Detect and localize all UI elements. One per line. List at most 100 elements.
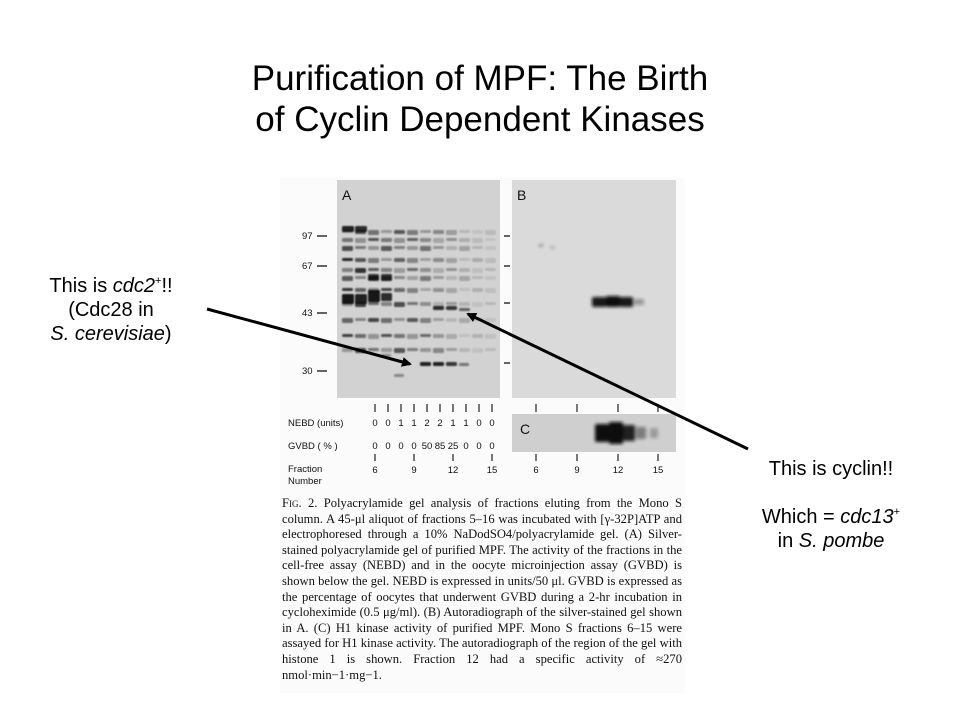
- nebd-value: 0: [385, 418, 390, 429]
- gel-band: [355, 288, 366, 292]
- fraction-tick-b: 6: [533, 465, 538, 476]
- gel-band: [381, 318, 392, 323]
- callout-cyclin-line-1: This is cyclin!!: [768, 458, 894, 480]
- gel-band: [472, 230, 483, 234]
- gel-band: [485, 230, 496, 235]
- gel-band: [485, 258, 496, 263]
- gel-band: [433, 276, 444, 279]
- gel-band: [459, 238, 470, 242]
- arrow-to-cdc2-band: [206, 307, 412, 367]
- gel-band: [433, 302, 444, 307]
- gel-band: [472, 288, 483, 292]
- gel-band: [381, 288, 392, 291]
- gel-band: [368, 274, 379, 281]
- gel-band: [355, 258, 366, 262]
- gel-band: [446, 230, 457, 235]
- slide-title: Purification of MPF: The Birth of Cyclin…: [0, 58, 960, 140]
- gel-band: [368, 258, 379, 263]
- gel-band: [472, 238, 483, 243]
- gel-band: [420, 288, 431, 291]
- gvbd-value: 0: [489, 441, 494, 452]
- gel-band: [485, 302, 496, 305]
- gel-band: [394, 276, 405, 279]
- gvbd-value: 85: [435, 441, 446, 452]
- gel-band: [459, 334, 470, 337]
- gel-band: [472, 334, 483, 338]
- gel-band: [407, 238, 418, 241]
- gel-panel-c: [512, 414, 676, 452]
- gel-image: A B C 97 67 43 30 NEBD (units) GVBD ( % …: [288, 180, 676, 487]
- gel-band: [420, 230, 431, 233]
- gel-band: [342, 268, 353, 272]
- fraction-tick-a: 12: [448, 465, 459, 476]
- gel-band: [407, 348, 418, 351]
- gel-band: [407, 276, 418, 280]
- slide-title-line-2: of Cyclin Dependent Kinases: [255, 100, 705, 139]
- nebd-label: NEBD (units): [288, 418, 343, 429]
- marker-43: 43: [302, 308, 313, 319]
- gel-band: [342, 294, 354, 304]
- nebd-value: 1: [463, 418, 468, 429]
- gel-band: [446, 362, 457, 366]
- gel-band: [394, 238, 405, 243]
- fraction-tick-a: 6: [372, 465, 377, 476]
- gel-band: [420, 246, 431, 251]
- gel-band: [446, 258, 457, 263]
- callout-cyclin-line-2: Which = cdc13+: [761, 506, 901, 528]
- gel-band: [355, 246, 366, 249]
- gel-band: [485, 288, 496, 293]
- panel-c-label: C: [520, 421, 530, 437]
- gel-band: [381, 238, 392, 242]
- gvbd-value: 0: [398, 441, 403, 452]
- gel-band: [485, 246, 496, 250]
- gel-band: [609, 422, 623, 444]
- gel-band: [446, 246, 457, 250]
- gel-band: [538, 244, 544, 247]
- gel-band: [355, 334, 366, 338]
- gel-band: [342, 246, 353, 251]
- gel-band: [342, 258, 353, 261]
- gel-band: [368, 290, 380, 302]
- figure-caption-label: Fig. 2.: [282, 496, 318, 510]
- gel-band: [446, 276, 457, 280]
- gel-band: [394, 268, 405, 273]
- gel-band: [394, 374, 404, 377]
- gel-band: [420, 276, 431, 281]
- nebd-value: 2: [424, 418, 429, 429]
- fraction-tick-b: 12: [613, 465, 624, 476]
- gel-band: [446, 318, 457, 322]
- gel-band: [433, 230, 444, 234]
- gel-band: [381, 348, 392, 352]
- nebd-value: 1: [398, 418, 403, 429]
- gel-band: [459, 258, 470, 261]
- gel-band: [459, 302, 470, 306]
- gel-band: [355, 294, 367, 304]
- gel-band: [342, 318, 353, 323]
- gel-band: [446, 348, 457, 351]
- gel-band: [381, 230, 392, 233]
- gel-band: [459, 348, 470, 352]
- gel-band: [459, 363, 469, 366]
- arrow-to-cyclin-band: [466, 312, 749, 451]
- gel-band: [394, 348, 405, 353]
- gel-band: [368, 246, 379, 250]
- slide-title-line-1: Purification of MPF: The Birth: [251, 59, 709, 98]
- fraction-tick-b: 9: [574, 465, 579, 476]
- gel-band: [355, 318, 366, 321]
- gel-band: [472, 302, 483, 307]
- gvbd-value: 0: [463, 441, 468, 452]
- gel-band: [342, 226, 354, 232]
- callout-cdc2-line-1: This is cdc2+!!: [49, 275, 173, 297]
- fraction-tick-a: 15: [487, 465, 498, 476]
- gel-band: [368, 302, 379, 305]
- gel-band: [407, 268, 418, 271]
- gel-band: [407, 302, 418, 305]
- gel-band: [368, 230, 379, 235]
- gel-band: [420, 238, 431, 242]
- gel-c-bands: [595, 422, 658, 444]
- callout-cdc2-line-2: (Cdc28 in: [68, 299, 154, 321]
- gel-band: [485, 276, 496, 280]
- callout-cyclin: This is cyclin!! Which = cdc13+ in S. po…: [738, 457, 924, 553]
- gvbd-value: 25: [448, 441, 459, 452]
